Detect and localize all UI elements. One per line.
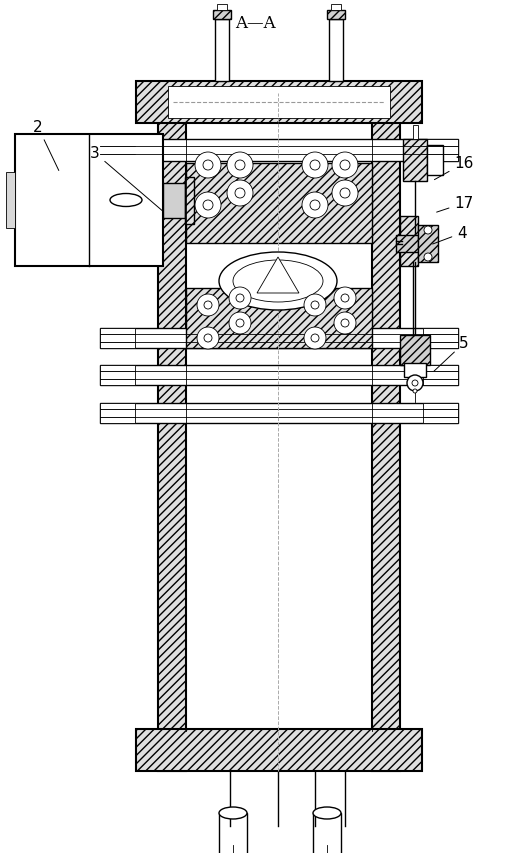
Bar [213,11,231,20]
Circle shape [203,161,213,171]
Bar [426,146,442,176]
Bar [402,140,426,182]
Bar [100,328,135,349]
Bar [100,140,457,162]
Bar [326,11,344,20]
Polygon shape [257,258,298,293]
Circle shape [412,390,416,393]
Circle shape [406,375,422,392]
Circle shape [235,189,244,199]
Bar [412,126,417,140]
Bar [100,328,457,349]
Circle shape [340,161,349,171]
Bar [167,87,389,119]
Circle shape [227,153,252,179]
Circle shape [204,334,212,343]
Bar [186,288,371,349]
Bar [216,5,227,11]
Text: A—A: A—A [234,15,275,32]
Circle shape [333,287,355,310]
Bar [422,366,457,386]
Bar [136,729,421,771]
Circle shape [229,287,250,310]
Circle shape [196,294,218,316]
Bar [100,366,457,386]
Bar [422,403,457,423]
Ellipse shape [110,194,142,207]
Circle shape [310,334,318,343]
Circle shape [229,313,250,334]
Bar [422,328,457,349]
Circle shape [309,161,319,171]
Circle shape [310,302,318,310]
Circle shape [331,153,357,179]
Circle shape [423,253,431,262]
Circle shape [411,380,417,386]
Circle shape [309,200,319,211]
Bar [136,82,421,124]
Ellipse shape [218,807,246,819]
Circle shape [340,189,349,199]
Text: 4: 4 [432,226,466,245]
Circle shape [227,181,252,206]
Circle shape [423,227,431,235]
Bar [218,813,246,853]
Circle shape [341,294,348,303]
Bar [328,20,343,82]
Bar [399,335,429,366]
Bar [371,94,399,771]
Bar [100,366,135,386]
Bar [185,177,193,224]
Bar [186,164,371,244]
Bar [215,20,229,82]
Circle shape [203,200,213,211]
Bar [422,140,457,162]
Circle shape [333,313,355,334]
Text: 2: 2 [33,120,59,171]
Bar [330,5,341,11]
Bar [158,94,186,771]
Circle shape [301,193,327,218]
Circle shape [331,181,357,206]
Circle shape [301,153,327,179]
Bar [6,173,15,229]
Bar [100,140,135,162]
Ellipse shape [233,261,322,303]
Text: 3: 3 [90,147,162,212]
Text: 16: 16 [434,156,473,181]
Circle shape [303,294,325,316]
Bar [15,135,163,267]
Bar [417,226,437,263]
Bar [163,183,185,218]
Ellipse shape [218,252,336,310]
Text: 5: 5 [433,336,468,372]
Bar [395,235,417,252]
Bar [100,403,457,423]
Circle shape [303,328,325,350]
Circle shape [235,161,244,171]
Circle shape [194,193,220,218]
Circle shape [196,328,218,350]
Bar [399,217,417,267]
Text: 17: 17 [436,196,473,213]
Bar [403,363,425,378]
Circle shape [236,320,243,328]
Circle shape [194,153,220,179]
Circle shape [341,320,348,328]
Circle shape [204,302,212,310]
Ellipse shape [313,807,341,819]
Bar [313,813,341,853]
Circle shape [236,294,243,303]
Bar [100,403,135,423]
